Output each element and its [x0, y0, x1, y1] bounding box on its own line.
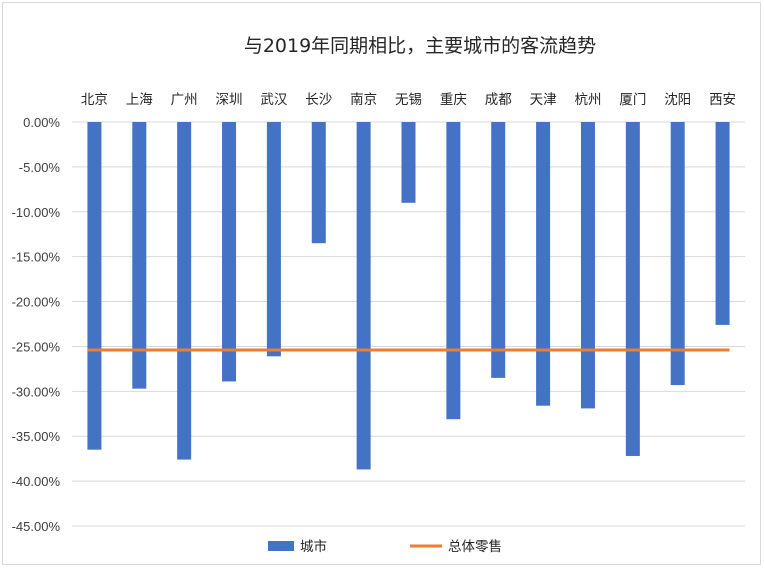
bar [266, 122, 281, 357]
x-category-label: 武汉 [260, 92, 287, 108]
bar-series [87, 122, 730, 470]
x-category-label: 广州 [171, 92, 198, 108]
x-category-label: 重庆 [440, 92, 467, 108]
x-category-label: 天津 [530, 92, 557, 108]
bar [670, 122, 685, 386]
y-tick-label: 0.00% [23, 115, 60, 130]
x-category-label: 北京 [81, 92, 108, 108]
bar [580, 122, 595, 409]
x-category-label: 长沙 [305, 92, 332, 108]
bar [356, 122, 371, 470]
x-category-label: 厦门 [619, 92, 646, 108]
bar [311, 122, 326, 244]
x-category-label: 无锡 [395, 92, 422, 108]
bar [87, 122, 102, 450]
y-axis-ticks: 0.00% -5.00% -10.00% -15.00% -20.00% -25.00% -… [12, 115, 61, 534]
y-tick-label: -35.00% [12, 429, 61, 444]
legend-label-city: 城市 [300, 538, 327, 555]
chart-title: 与2019年同期相比，主要城市的客流趋势 [244, 35, 596, 57]
y-tick-label: -25.00% [12, 339, 61, 354]
bar [132, 122, 147, 389]
y-tick-label: -20.00% [12, 295, 61, 310]
x-category-label: 西安 [709, 92, 736, 108]
bar [177, 122, 192, 460]
bar [715, 122, 730, 325]
bar [536, 122, 551, 406]
x-axis-categories: 北京 上海 广州 深圳 武汉 长沙 南京 无锡 重庆 成都 天津 杭州 厦门 沈阳 西安 [81, 92, 736, 108]
bar [222, 122, 237, 382]
y-tick-label: -5.00% [19, 160, 61, 175]
y-tick-label: -45.00% [12, 519, 61, 534]
y-tick-label: -10.00% [12, 205, 61, 220]
bar [491, 122, 506, 378]
bar [401, 122, 416, 203]
legend-swatch-city [268, 541, 294, 551]
x-category-label: 沈阳 [664, 92, 691, 108]
legend: 城市 总体零售 [268, 538, 502, 555]
x-category-label: 深圳 [216, 92, 243, 108]
y-tick-label: -30.00% [12, 384, 61, 399]
y-tick-label: -40.00% [12, 474, 61, 489]
x-category-label: 杭州 [574, 92, 601, 108]
bar [625, 122, 640, 456]
y-tick-label: -15.00% [12, 250, 61, 265]
x-category-label: 南京 [350, 92, 377, 108]
bar [446, 122, 461, 420]
x-category-label: 上海 [126, 92, 153, 108]
x-category-label: 成都 [485, 92, 512, 108]
legend-label-overall-retail: 总体零售 [448, 539, 502, 555]
